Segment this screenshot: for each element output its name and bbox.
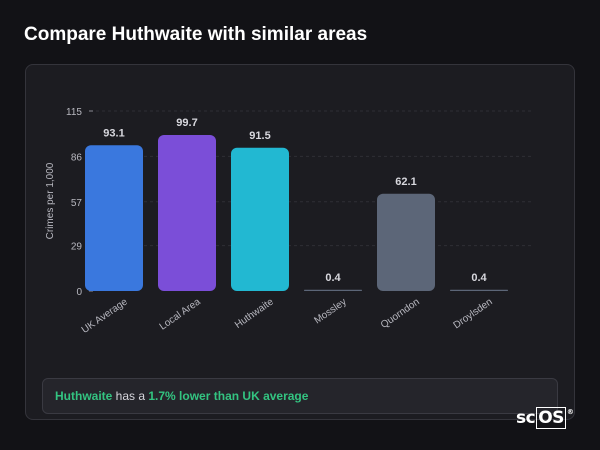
x-tick-label: Local Area (158, 296, 203, 332)
logo-text: sc (516, 408, 536, 428)
data-label: 0.4 (325, 272, 341, 284)
y-tick-label: 115 (66, 107, 82, 118)
logo-boxed-text: OS (536, 407, 566, 429)
bar-huthwaite (231, 147, 289, 291)
x-tick-label: Droylsden (452, 296, 495, 331)
data-label: 0.4 (471, 272, 487, 284)
x-tick-label: Mossley (312, 296, 348, 326)
y-tick-label: 57 (71, 198, 83, 209)
bar-uk-average (85, 145, 143, 291)
registered-mark: ® (566, 408, 574, 416)
page-title: Compare Huthwaite with similar areas (24, 24, 368, 45)
data-label: 93.1 (103, 127, 124, 139)
bar-mossley (304, 289, 362, 291)
bar-local-area (158, 134, 216, 291)
bar-droylsden (450, 289, 508, 291)
y-tick-label: 0 (76, 287, 82, 298)
bar-quorndon (377, 193, 435, 291)
data-label: 62.1 (395, 176, 416, 188)
data-label: 91.5 (249, 130, 270, 142)
x-tick-label: Quorndon (379, 296, 422, 331)
y-tick-label: 29 (71, 242, 83, 253)
callout-comparison: 1.7% lower than UK average (148, 389, 309, 403)
data-label: 99.7 (176, 117, 197, 129)
x-tick-label: UK Average (80, 296, 130, 336)
y-axis-label: Crimes per 1,000 (45, 162, 56, 239)
bar-chart: 0 29 57 86 115 Crimes per 1,000 93.1 UK Average… (45, 107, 531, 336)
chart-card: 0 29 57 86 115 Crimes per 1,000 93.1 UK Average… (25, 64, 575, 420)
comparison-callout: Huthwaite has a 1.7% lower than UK avera… (42, 378, 558, 414)
scos-logo: sc OS ® (516, 407, 574, 429)
callout-text: has a (112, 389, 149, 403)
x-tick-label: Huthwaite (233, 296, 276, 331)
y-tick-label: 86 (71, 152, 83, 163)
callout-area-name: Huthwaite (55, 389, 113, 403)
